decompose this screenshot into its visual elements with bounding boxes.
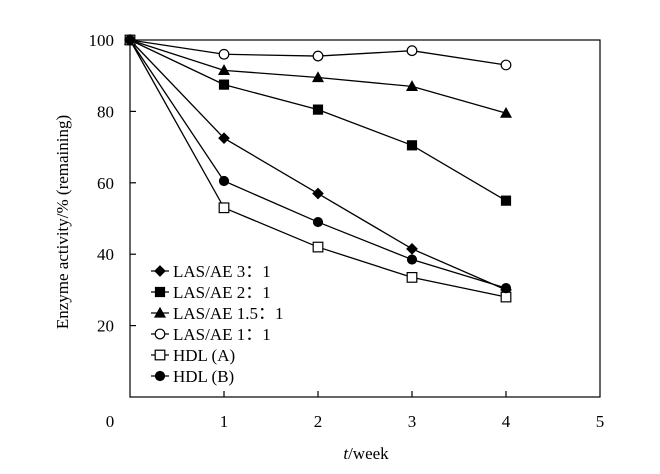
legend-item: LAS/AE 3：1 [151, 262, 271, 281]
data-point [312, 50, 324, 62]
legend-marker [154, 349, 166, 361]
y-tick-label: 60 [97, 174, 114, 193]
x-tick-label: 2 [314, 412, 323, 431]
plot-frame [129, 39, 601, 398]
legend-label: LAS/AE 1：1 [173, 325, 271, 344]
y-tick-label: 40 [97, 245, 114, 264]
data-point [311, 71, 325, 83]
data-point [406, 242, 418, 255]
data-point [500, 291, 512, 303]
legend-label: LAS/AE 2：1 [173, 283, 271, 302]
data-point [218, 202, 230, 214]
legend-item: LAS/AE 1.5：1 [151, 304, 284, 323]
y-tick-label: 80 [97, 102, 114, 121]
series-line [129, 39, 507, 202]
data-point [218, 79, 230, 90]
data-point [218, 48, 230, 60]
data-point [406, 254, 418, 265]
data-point [406, 45, 418, 57]
data-point [500, 195, 512, 206]
data-point [312, 241, 324, 253]
x-tick-label: 5 [596, 412, 605, 431]
y-tick-label: 100 [89, 31, 115, 50]
legend-item: LAS/AE 2：1 [151, 283, 271, 302]
x-axis-label: t/week [343, 444, 389, 463]
legend-item: LAS/AE 1：1 [151, 325, 271, 344]
data-point [312, 104, 324, 115]
data-point [218, 175, 230, 187]
y-axis-label: Enzyme activity/% (remaining) [53, 115, 72, 329]
y-tick-label: 20 [97, 317, 114, 336]
series-group [124, 34, 512, 294]
plot-area-border [129, 39, 601, 398]
data-point [217, 64, 231, 75]
legend-label: HDL (B) [173, 367, 234, 386]
legend-marker [154, 265, 166, 277]
x-tick-label: 1 [220, 412, 229, 431]
data-point [218, 132, 230, 145]
legend: LAS/AE 3：1 LAS/AE 2：1 LAS/AE 1.5：1 LAS/AE 1… [151, 262, 284, 386]
x-tick-label: 4 [502, 412, 511, 431]
legend-marker [154, 286, 166, 298]
data-point [500, 283, 512, 294]
data-point [124, 34, 136, 46]
data-point [499, 106, 513, 118]
x-axis: 0 1 2 3 4 5 [106, 391, 605, 431]
data-point [312, 187, 324, 200]
y-axis: 20 40 60 80 100 [89, 31, 136, 336]
data-point [406, 272, 418, 283]
data-point [312, 216, 324, 228]
series-layer [123, 33, 513, 303]
legend-marker [154, 370, 166, 382]
legend-label: LAS/AE 1.5：1 [173, 304, 284, 323]
legend-label: LAS/AE 3：1 [173, 262, 271, 281]
data-point [405, 80, 419, 92]
data-point [406, 140, 418, 151]
legend-marker [153, 306, 167, 318]
x-tick-label: 3 [408, 412, 417, 431]
legend-label: HDL (A) [173, 346, 235, 365]
legend-item: HDL (A) [151, 346, 235, 365]
legend-item: HDL (B) [151, 367, 234, 386]
data-point [500, 59, 512, 71]
x-tick-label: 0 [106, 412, 115, 431]
legend-marker [154, 328, 166, 340]
